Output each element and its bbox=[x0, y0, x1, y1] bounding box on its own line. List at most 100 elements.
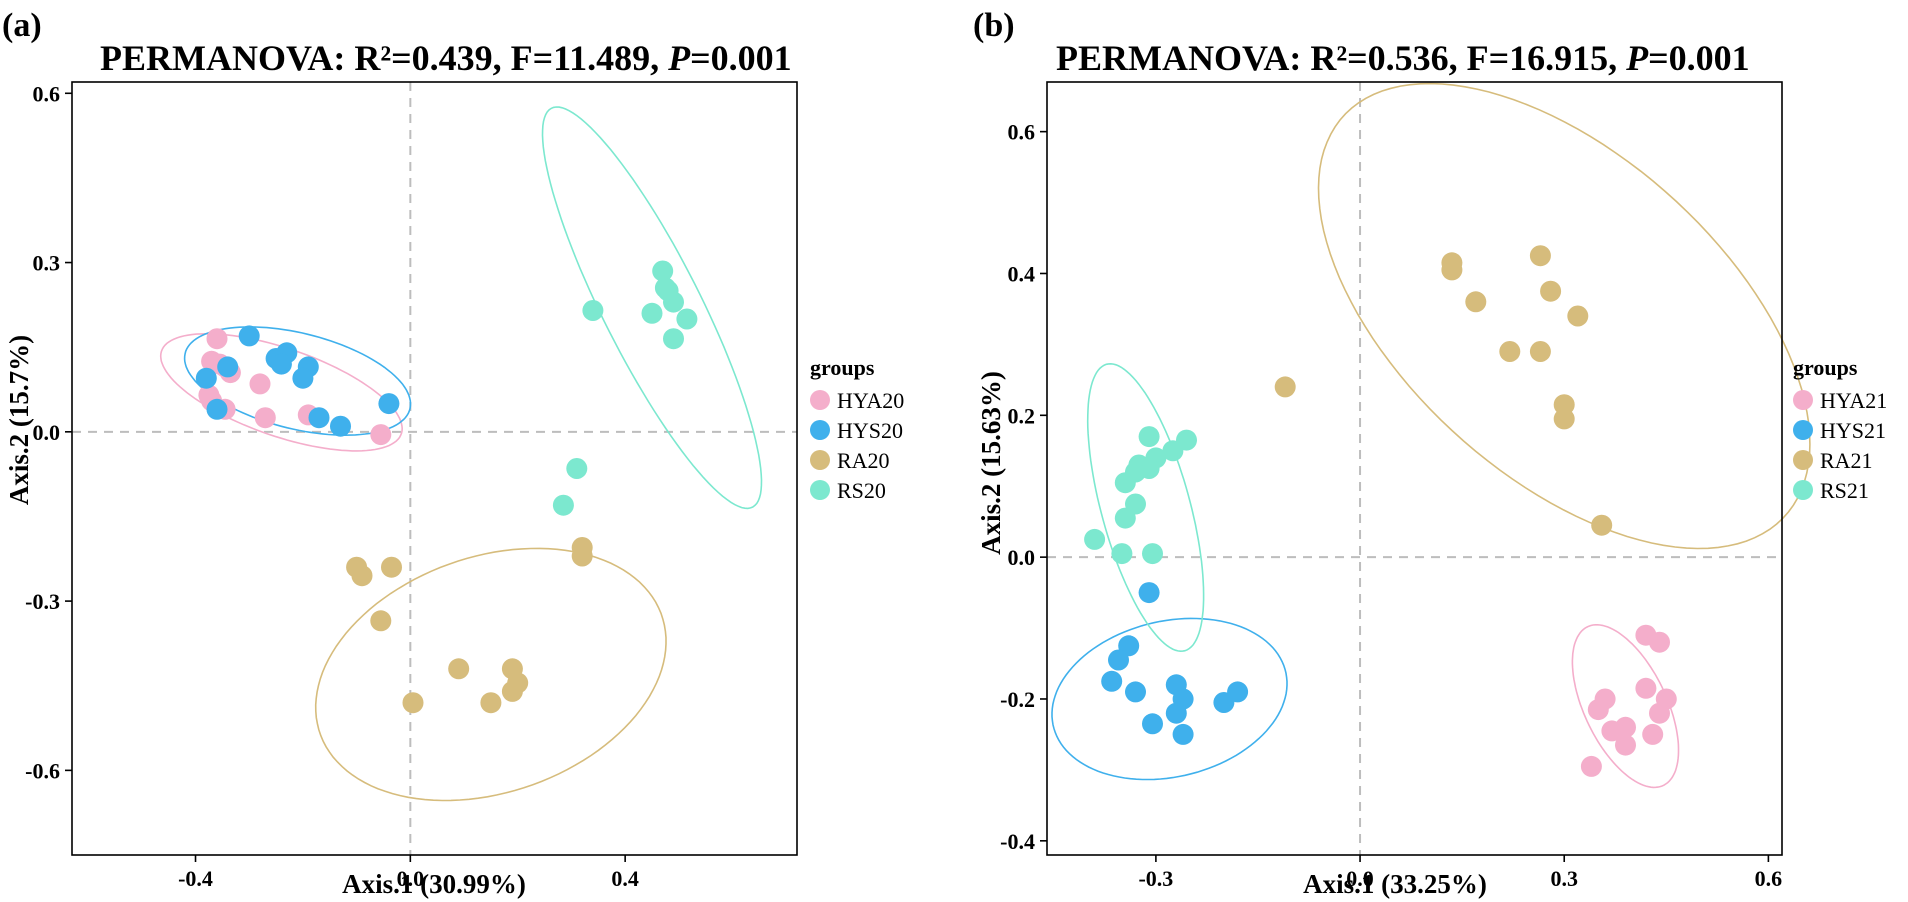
y-tick-label: -0.3 bbox=[25, 589, 60, 614]
ellipse-ra20 bbox=[314, 547, 667, 802]
panel-b-title: PERMANOVA: R²=0.536, F=16.915, P=0.001 bbox=[1056, 38, 1750, 78]
y-tick-label: 0.3 bbox=[33, 251, 61, 276]
x-tick-label: 0.4 bbox=[611, 866, 639, 891]
legend-label-hya21: HYA21 bbox=[1820, 388, 1887, 413]
x-tick-label: 0.0 bbox=[397, 866, 425, 891]
point-hya21 bbox=[1587, 699, 1609, 721]
x-tick-label: 0.0 bbox=[1346, 866, 1374, 891]
x-tick-label: 0.6 bbox=[1755, 866, 1783, 891]
point-hya21 bbox=[1642, 723, 1664, 745]
point-hys20 bbox=[238, 325, 260, 347]
point-ra20 bbox=[501, 680, 523, 702]
x-tick-label: 0.3 bbox=[1550, 866, 1578, 891]
point-hya21 bbox=[1635, 677, 1657, 699]
point-rs20 bbox=[663, 328, 684, 350]
point-hya20 bbox=[249, 373, 271, 395]
panel-b-x-axis-title: Axis.1 (33.25%) bbox=[1303, 869, 1487, 899]
legend-label-ra20: RA20 bbox=[837, 448, 890, 473]
point-hya21 bbox=[1649, 702, 1670, 724]
point-hys20 bbox=[217, 356, 239, 378]
point-rs21 bbox=[1162, 440, 1184, 462]
panel-a-x-axis-title: Axis.1 (30.99%) bbox=[342, 869, 526, 899]
y-tick-label: 0.2 bbox=[1008, 403, 1036, 428]
y-tick-label: -0.4 bbox=[1000, 829, 1035, 854]
panel-a-frame bbox=[71, 81, 798, 856]
ellipse-ra21 bbox=[1317, 82, 1811, 550]
legend-swatch-ra20 bbox=[810, 450, 830, 470]
y-tick-label: 0.0 bbox=[1008, 545, 1036, 570]
y-tick-label: 0.6 bbox=[1008, 120, 1036, 145]
point-ra21 bbox=[1529, 245, 1551, 267]
point-hya20 bbox=[206, 328, 228, 350]
point-ra21 bbox=[1465, 291, 1487, 313]
legend-label-rs21: RS21 bbox=[1820, 478, 1869, 503]
point-ra21 bbox=[1591, 514, 1613, 536]
point-ra20 bbox=[381, 556, 402, 578]
point-hys20 bbox=[330, 415, 351, 437]
point-hys20 bbox=[308, 407, 330, 429]
legend-swatch-rs20 bbox=[810, 480, 830, 500]
legend-swatch-hys21 bbox=[1793, 420, 1813, 440]
point-rs21 bbox=[1114, 507, 1136, 529]
point-rs20 bbox=[676, 308, 698, 330]
x-tick-label: -0.4 bbox=[178, 866, 213, 891]
point-hys21 bbox=[1125, 681, 1146, 703]
point-ra20 bbox=[351, 565, 373, 587]
panel-a-y-axis-title: Axis.2 (15.7%) bbox=[4, 335, 34, 505]
point-hya21 bbox=[1601, 720, 1623, 742]
point-ra21 bbox=[1553, 408, 1575, 430]
panel-b-label: (b) bbox=[973, 7, 1015, 44]
panel-b-plot-area: -0.3 0.0 0.3 0.6 -0.4 -0.2 0.0 0.2 0.4 0.6 bbox=[1000, 81, 1811, 891]
point-ra20 bbox=[402, 692, 424, 714]
panel-b-frame bbox=[1046, 81, 1783, 856]
point-hys21 bbox=[1138, 582, 1160, 604]
point-rs21 bbox=[1111, 543, 1133, 565]
point-ra20 bbox=[480, 692, 502, 714]
y-tick-label: 0.4 bbox=[1008, 261, 1036, 286]
point-hya21 bbox=[1615, 734, 1636, 756]
point-hys21 bbox=[1101, 670, 1123, 692]
panel-b: (b) PERMANOVA: R²=0.536, F=16.915, P=0.0… bbox=[973, 7, 1887, 899]
point-hys21 bbox=[1172, 723, 1194, 745]
point-rs20 bbox=[552, 494, 574, 516]
point-rs20 bbox=[652, 260, 674, 282]
y-tick-label: -0.6 bbox=[25, 758, 60, 783]
panel-b-y-axis-title: Axis.2 (15.63%) bbox=[976, 371, 1006, 555]
panel-b-legend-title: groups bbox=[1793, 355, 1858, 380]
x-tick-label: -0.3 bbox=[1138, 866, 1173, 891]
point-hya21 bbox=[1580, 755, 1602, 777]
y-tick-label: 0.6 bbox=[33, 81, 61, 106]
point-rs21 bbox=[1138, 426, 1160, 448]
legend-swatch-rs21 bbox=[1793, 480, 1813, 500]
point-ra21 bbox=[1499, 341, 1521, 362]
panel-a-plot-area: -0.4 0.0 0.4 -0.6 -0.3 0.0 0.3 0.6 bbox=[25, 81, 798, 891]
point-hys20 bbox=[378, 393, 400, 415]
point-ra20 bbox=[571, 545, 593, 567]
point-hys20 bbox=[206, 398, 228, 420]
point-ra21 bbox=[1540, 280, 1562, 302]
point-ra21 bbox=[1274, 376, 1296, 398]
point-hys21 bbox=[1213, 692, 1235, 713]
ellipse-rs21 bbox=[1086, 362, 1205, 653]
ellipse-hya20 bbox=[159, 332, 404, 452]
legend-label-ra21: RA21 bbox=[1820, 448, 1873, 473]
ellipse-hya21 bbox=[1571, 623, 1680, 789]
point-ra21 bbox=[1441, 259, 1463, 281]
legend-swatch-hya21 bbox=[1793, 390, 1813, 410]
legend-swatch-ra21 bbox=[1793, 450, 1813, 470]
point-rs20 bbox=[663, 291, 684, 313]
panel-a-legend-title: groups bbox=[810, 355, 875, 380]
point-rs20 bbox=[641, 302, 663, 324]
y-tick-label: 0.0 bbox=[33, 420, 61, 445]
panel-a-title: PERMANOVA: R²=0.439, F=11.489, P=0.001 bbox=[100, 38, 792, 78]
point-ra20 bbox=[370, 610, 392, 632]
panel-b-legend: groups HYA21 HYS21 RA21 RS21 bbox=[1793, 355, 1887, 503]
point-hya20 bbox=[370, 424, 392, 446]
point-hys21 bbox=[1108, 649, 1129, 671]
panel-a-label: (a) bbox=[2, 7, 42, 44]
point-hya21 bbox=[1649, 631, 1670, 653]
point-ra21 bbox=[1567, 305, 1589, 327]
point-rs20 bbox=[582, 300, 604, 321]
point-hys20 bbox=[292, 367, 314, 389]
